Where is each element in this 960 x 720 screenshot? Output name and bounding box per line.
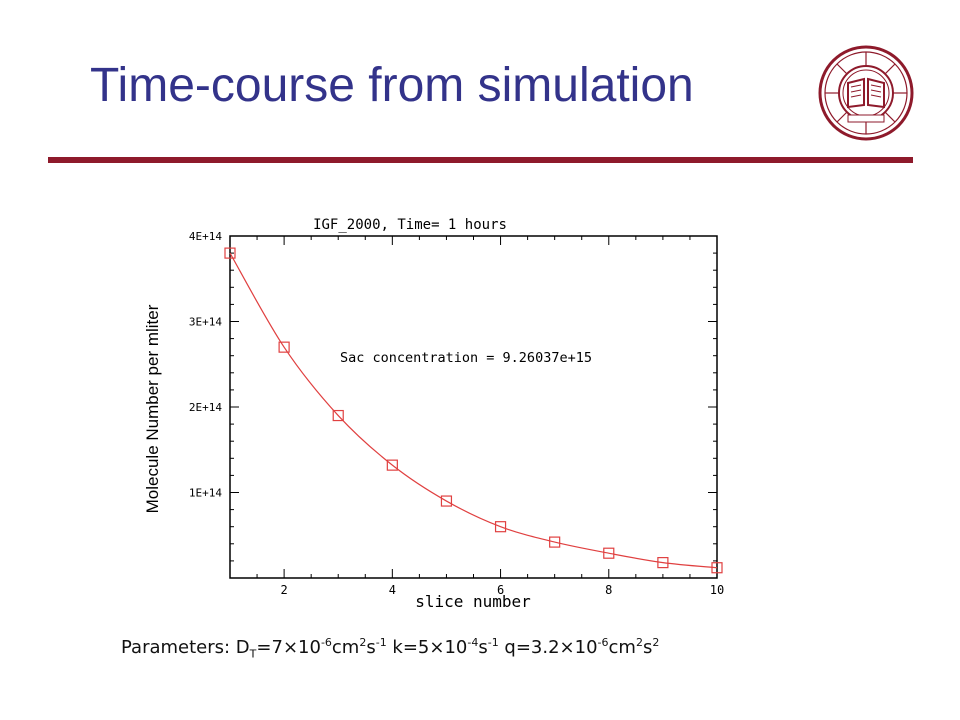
x-tick-label: 4: [389, 583, 396, 597]
data-point-marker: [494, 521, 507, 533]
y-tick-label: 3E+14: [189, 316, 222, 329]
slide-title: Time-course from simulation: [90, 59, 694, 112]
data-point-marker: [440, 495, 453, 507]
data-point-marker: [386, 459, 398, 471]
y-axis-label: Molecule Number per mliter: [143, 304, 162, 513]
university-seal-icon: [818, 45, 914, 141]
title-divider: [48, 157, 913, 163]
y-tick-label: 1E+14: [189, 487, 222, 500]
y-tick-label: 2E+14: [189, 401, 222, 414]
series-line: [229, 252, 718, 569]
data-point-marker: [657, 557, 669, 569]
data-point-marker: [711, 562, 723, 574]
chart-title: IGF_2000, Time= 1 hours: [313, 217, 507, 233]
x-axis-label: slice number: [415, 592, 531, 610]
parameters-text: Parameters: DT=7×10-6cm2s-1 k=5×10-4s-1 …: [121, 636, 660, 661]
x-tick-label: 2: [280, 583, 287, 597]
data-point-marker: [278, 341, 290, 353]
plot-frame: [229, 235, 718, 579]
data-point-marker: [549, 536, 561, 548]
data-point-marker: [603, 547, 615, 559]
x-tick-label: 10: [710, 583, 724, 597]
data-point-marker: [224, 247, 236, 259]
x-tick-label: 8: [605, 583, 612, 597]
y-tick-label: 4E+14: [189, 230, 222, 243]
decay-chart: IGF_2000, Time= 1 hours slice number Mol…: [143, 217, 724, 610]
chart-annotation: Sac concentration = 9.26037e+15: [340, 350, 592, 366]
x-tick-label: 6: [497, 583, 504, 597]
data-point-marker: [332, 409, 344, 422]
